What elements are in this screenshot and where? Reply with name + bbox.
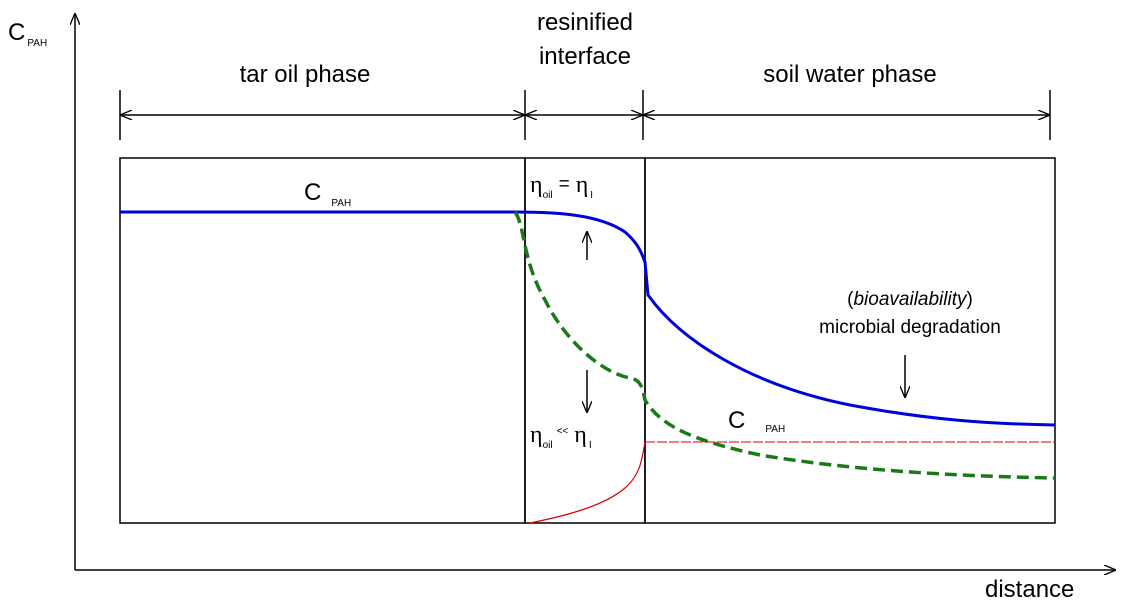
bioavailability-label: (bioavailability) — [847, 289, 973, 310]
region-label: interface — [539, 43, 631, 70]
x-axis-label: distance — [985, 576, 1074, 603]
concentration-curve-green — [513, 210, 1056, 480]
region-label: tar oil phase — [240, 61, 371, 88]
region-dimensions — [119, 90, 1051, 140]
indicator-arrows — [587, 232, 905, 412]
tar-concentration-label: C PAH — [304, 179, 351, 209]
degradation-label: microbial degradation — [819, 317, 1001, 338]
phase-boxes — [119, 157, 1056, 524]
region-label: soil water phase — [763, 61, 936, 88]
water-concentration-label: C PAH — [728, 407, 785, 435]
viscosity-equal-label: ηoil= η I — [530, 172, 593, 201]
y-axis-label: C PAH — [8, 19, 47, 49]
concentration-curve-blue — [120, 210, 1056, 427]
concentration-curve-red — [529, 441, 646, 524]
viscosity-less-label: ηoil<< η I — [530, 422, 592, 451]
region-label: resinified — [537, 9, 633, 36]
